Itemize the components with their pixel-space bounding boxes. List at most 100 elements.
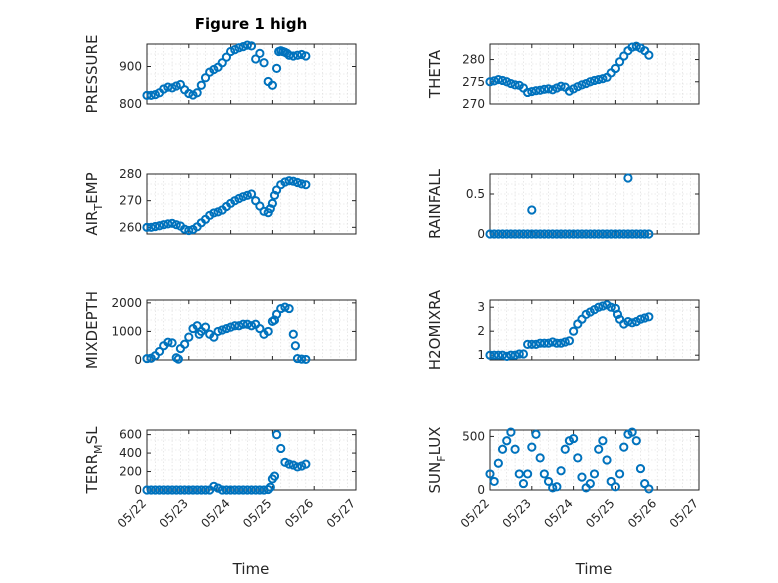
data-point xyxy=(644,229,654,239)
y-tick-label: 2000 xyxy=(111,296,142,310)
data-point xyxy=(167,338,177,348)
y-axis-label: MIXDEPTH xyxy=(83,291,101,369)
y-tick-label: 1 xyxy=(477,348,485,362)
data-point xyxy=(184,88,194,99)
data-point xyxy=(594,302,604,312)
axes-box xyxy=(146,43,357,105)
data-point xyxy=(644,312,654,322)
x-tick-label: 05/27 xyxy=(324,496,358,530)
data-point xyxy=(589,469,600,479)
data-point xyxy=(246,321,257,331)
data-point xyxy=(184,332,194,342)
data-point xyxy=(514,349,524,359)
data-point xyxy=(221,52,232,62)
data-point xyxy=(485,229,495,239)
data-point xyxy=(640,313,650,323)
y-tick-label: 0 xyxy=(477,483,485,497)
data-point xyxy=(288,51,298,61)
data-point xyxy=(527,205,537,215)
data-point xyxy=(606,229,616,239)
data-point xyxy=(263,326,273,337)
data-point xyxy=(535,453,545,463)
data-point xyxy=(221,323,232,334)
data-point xyxy=(543,84,554,94)
data-point xyxy=(221,485,232,495)
data-point xyxy=(602,229,612,239)
data-point xyxy=(527,339,537,349)
y-tick-label: 0 xyxy=(134,483,142,497)
subplot-4: 0 0.5 RAINFALL xyxy=(426,168,700,241)
data-point xyxy=(573,453,583,463)
data-point xyxy=(167,485,177,495)
data-point xyxy=(226,485,236,495)
data-point xyxy=(297,49,307,60)
data-point xyxy=(560,444,570,454)
data-point xyxy=(146,90,156,100)
data-point xyxy=(280,302,290,312)
data-point xyxy=(506,229,516,239)
data-point xyxy=(548,483,558,493)
axes-box xyxy=(146,173,357,235)
data-point xyxy=(640,229,650,239)
data-point xyxy=(497,444,508,454)
y-axis-label: SUNFLUX xyxy=(426,427,448,494)
y-tick-label: 260 xyxy=(119,220,142,234)
data-point xyxy=(292,177,303,188)
data-point xyxy=(585,77,595,87)
data-point xyxy=(569,229,579,239)
data-point xyxy=(518,478,529,489)
data-point xyxy=(556,466,566,476)
data-point xyxy=(598,74,608,84)
data-point xyxy=(539,469,549,479)
data-point xyxy=(531,229,541,239)
data-point xyxy=(242,40,252,50)
data-point xyxy=(271,63,282,73)
data-point xyxy=(284,176,294,186)
data-point xyxy=(489,350,499,360)
data-point xyxy=(506,427,516,437)
data-point xyxy=(200,322,211,332)
data-point xyxy=(192,485,202,495)
data-point xyxy=(635,314,646,324)
data-point xyxy=(163,337,173,347)
axes-box xyxy=(489,43,700,105)
data-point xyxy=(238,319,248,329)
data-point xyxy=(489,76,499,86)
data-point xyxy=(619,442,629,452)
data-point xyxy=(602,455,612,465)
data-point xyxy=(217,485,227,495)
data-point xyxy=(485,350,495,360)
data-point xyxy=(142,222,152,232)
data-point xyxy=(564,229,575,239)
data-point xyxy=(175,485,186,495)
data-point xyxy=(543,229,554,239)
data-point xyxy=(292,462,303,472)
data-point xyxy=(510,80,520,90)
data-point xyxy=(631,436,641,446)
data-point xyxy=(171,485,181,495)
data-point xyxy=(265,204,275,214)
data-point xyxy=(606,68,616,78)
data-point xyxy=(569,326,579,336)
x-tick-label: 05/26 xyxy=(282,496,316,530)
data-point xyxy=(297,354,307,364)
data-point xyxy=(146,222,156,232)
data-point xyxy=(589,75,600,86)
y-tick-label: 600 xyxy=(119,428,142,442)
data-point xyxy=(614,57,625,67)
x-tick-label: 05/24 xyxy=(541,496,575,530)
data-point xyxy=(531,86,541,96)
axes-box xyxy=(489,429,700,491)
data-point xyxy=(163,82,173,92)
y-tick-label: 1000 xyxy=(111,324,142,338)
data-point xyxy=(280,177,290,187)
data-point xyxy=(548,337,558,347)
data-point xyxy=(265,482,275,492)
data-point xyxy=(238,192,248,202)
data-point xyxy=(284,50,294,60)
y-tick-label: 280 xyxy=(462,53,485,67)
data-point xyxy=(226,322,236,332)
data-point xyxy=(523,87,533,98)
subplot-6: 1 2 3 H2OMIXRA xyxy=(426,289,700,370)
x-tick-label: 05/25 xyxy=(240,496,274,530)
